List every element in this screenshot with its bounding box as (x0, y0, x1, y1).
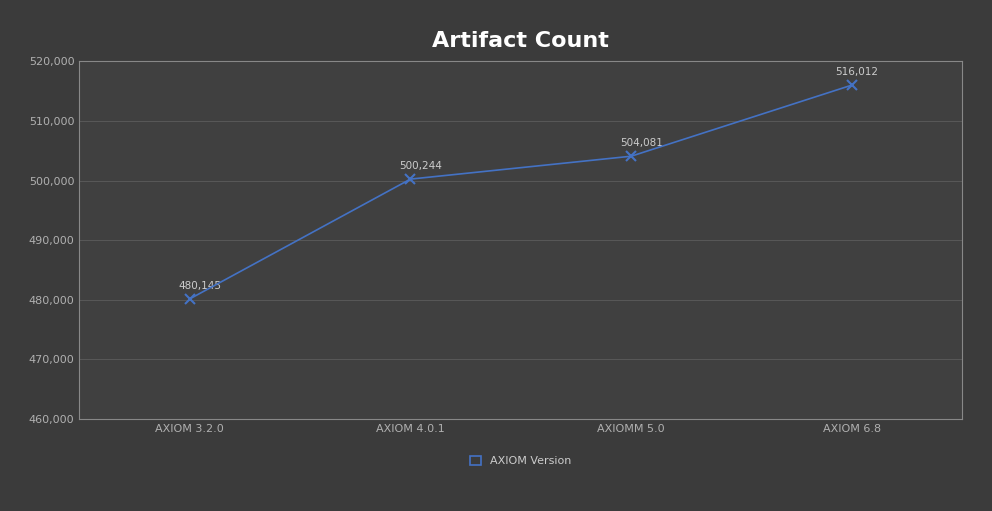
Text: 480,145: 480,145 (179, 281, 221, 291)
Text: 516,012: 516,012 (835, 67, 878, 77)
Title: Artifact Count: Artifact Count (433, 32, 609, 52)
Legend: AXIOM Version: AXIOM Version (465, 452, 576, 471)
Text: 500,244: 500,244 (400, 161, 442, 171)
Text: 504,081: 504,081 (620, 138, 663, 148)
